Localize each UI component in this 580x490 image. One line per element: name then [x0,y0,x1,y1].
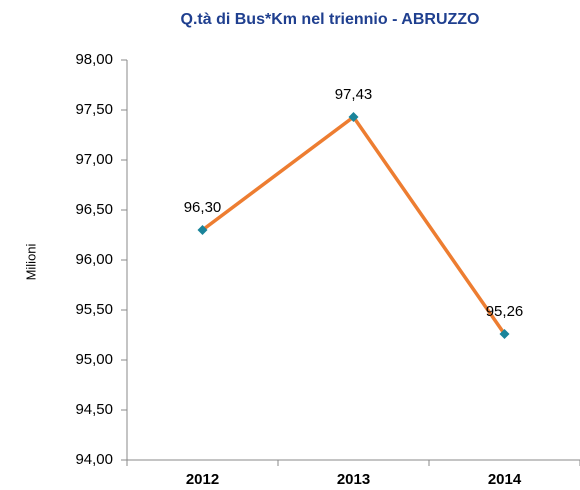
marker [197,225,208,235]
x-tick-label: 2012 [186,471,219,488]
data-label: 96,30 [184,199,222,216]
y-tick-label: 97,50 [75,101,113,118]
x-tick-label: 2013 [337,471,370,488]
marker [348,112,359,122]
y-tick-label: 95,50 [75,301,113,318]
data-label: 97,43 [335,86,373,103]
y-tick-label: 94,00 [75,451,113,468]
y-tick-label: 96,50 [75,201,113,218]
y-tick-label: 98,00 [75,51,113,68]
chart-title: Q.tà di Bus*Km nel triennio - ABRUZZO [181,11,480,28]
line [201,115,506,335]
y-axis-label: Milioni [23,243,38,280]
data-label: 95,26 [486,303,524,320]
y-tick-label: 95,00 [75,351,113,368]
x-tick-label: 2014 [488,471,522,488]
y-tick-label: 97,00 [75,151,113,168]
y-tick-label: 96,00 [75,251,113,268]
marker [499,329,510,339]
y-tick-label: 94,50 [75,401,113,418]
